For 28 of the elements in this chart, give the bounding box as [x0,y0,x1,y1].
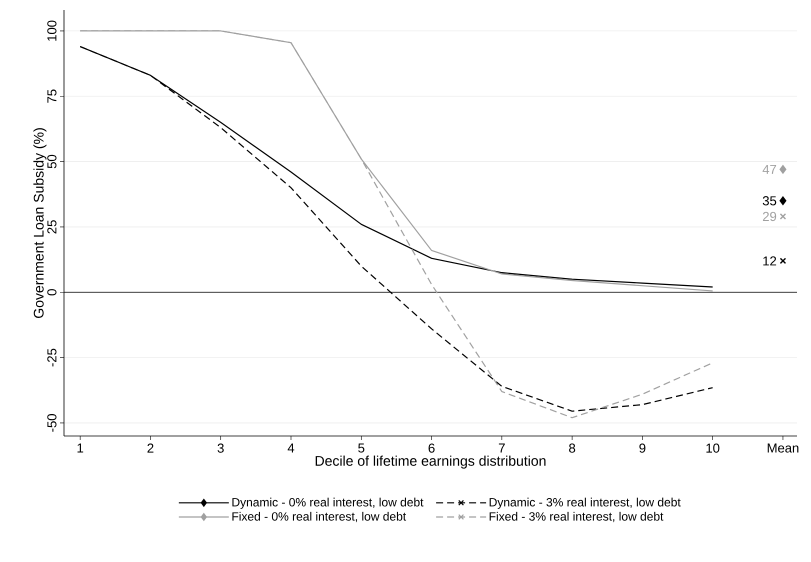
y-axis-title: Government Loan Subsidy (%) [33,128,46,318]
y-tick-label: -50 [47,414,56,432]
legend-label: Dynamic - 0% real interest, low debt [232,498,424,509]
x-tick-label: 7 [498,444,505,452]
data-label: 47 [762,164,776,174]
x-tick-label: 8 [569,444,576,453]
y-tick-label: 0 [47,289,56,296]
legend-label: Dynamic - 3% real interest, low debt [490,498,681,509]
x-tick-label: 1 [78,444,84,452]
y-tick-label: 50 [47,154,56,168]
x-tick-label: 4 [288,444,294,452]
data-label: 12 [763,256,776,266]
data-label: 29 [762,212,776,222]
x-tick-label: 10 [706,444,720,453]
x-tick-label: 3 [218,444,224,453]
data-label: 35 [762,196,776,206]
legend-label: Fixed - 0% real interest, low debt [232,512,406,522]
x-tick-label: 9 [639,444,646,453]
y-tick-label: 75 [47,90,56,103]
x-tick-label: Mean [768,444,798,453]
legend-label: Fixed - 3% real interest, low debt [490,512,664,522]
x-tick-label: 5 [358,444,364,453]
x-tick-label: 2 [147,444,154,453]
x-axis-title: Decile of lifetime earnings distribution [316,456,546,469]
y-tick-label: 25 [47,220,56,234]
y-tick-label: 100 [47,20,56,41]
x-tick-label: 6 [428,444,435,453]
y-tick-label: -25 [47,348,56,366]
